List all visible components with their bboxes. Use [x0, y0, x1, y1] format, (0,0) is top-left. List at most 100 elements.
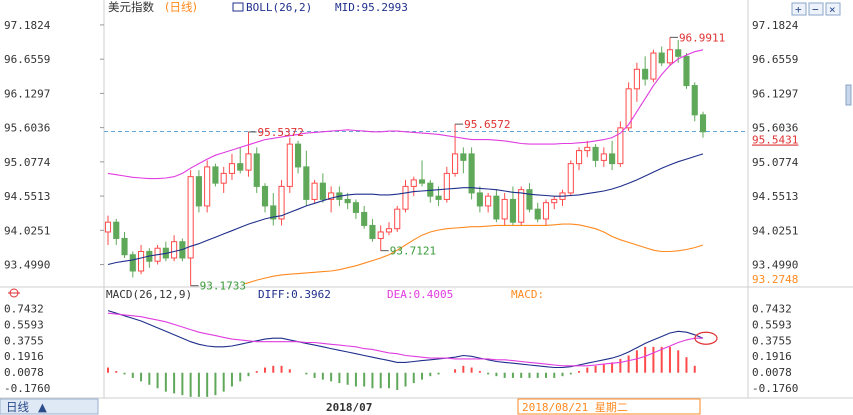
candle-body — [476, 192, 483, 207]
macd-value-label: MACD: — [511, 288, 544, 301]
candle-body — [361, 211, 368, 226]
candle-body — [633, 68, 640, 90]
y-tick-label-right: 97.1824 — [752, 19, 799, 32]
period-tab-label: 日线 — [6, 400, 29, 414]
candle-body — [245, 153, 252, 171]
candle-body — [468, 153, 475, 194]
candle-body — [435, 195, 442, 200]
candle-body — [220, 172, 227, 184]
y-tick-label-left: 95.0774 — [4, 156, 51, 169]
crosshair-icon — [8, 288, 20, 298]
current-price-label: 95.5431 — [752, 134, 798, 147]
candle-body — [410, 179, 417, 187]
candle-body — [418, 179, 426, 184]
candle-body — [650, 52, 657, 80]
close-button[interactable]: × — [825, 2, 841, 16]
month-label: 2018/07 — [326, 401, 372, 414]
macd-y-tick-label-left: 0.0078 — [4, 366, 44, 379]
macd-y-tick-label-right: 0.5593 — [752, 318, 792, 331]
candle-body — [518, 189, 525, 223]
candle-body — [344, 198, 351, 204]
candle-body — [303, 166, 310, 200]
candle-body — [526, 189, 533, 210]
zoom-in-button[interactable]: + — [791, 2, 807, 16]
period-tab[interactable]: 日线 ▲ — [0, 398, 99, 415]
y-tick-label-right: 94.5513 — [752, 190, 798, 203]
candle-body — [675, 49, 682, 57]
candle-body — [402, 185, 409, 210]
macd-y-tick-label-right: 0.1916 — [752, 350, 792, 363]
candle-body — [228, 163, 236, 174]
candle-body — [551, 198, 558, 204]
candle-body — [286, 143, 293, 187]
period-tab-arrow-icon: ▲ — [38, 400, 47, 414]
boll-label: BOLL(26,2) — [246, 1, 312, 14]
extreme-marker-label: 95.5372 — [257, 126, 303, 139]
candle-body — [261, 185, 269, 207]
candle-body — [452, 153, 459, 174]
y-tick-label-right: 96.6559 — [752, 53, 798, 66]
zoom-out-button[interactable]: − — [808, 2, 824, 16]
candle-body — [311, 182, 318, 200]
macd-y-tick-label-right: -0.1760 — [752, 382, 798, 395]
candle-body — [113, 221, 120, 239]
upper-band-line — [107, 49, 704, 180]
y-tick-label-left: 95.6036 — [4, 122, 50, 135]
y-tick-label-right: 95.0774 — [752, 156, 799, 169]
macd-y-tick-label-left: 0.3755 — [4, 334, 44, 347]
candle-body — [129, 254, 136, 272]
candle-body — [443, 172, 450, 200]
candle-body — [369, 224, 376, 239]
candle-body — [195, 176, 202, 207]
boll-indicator-icon — [232, 2, 244, 12]
candle-body — [352, 202, 359, 213]
macd-y-tick-label-left: -0.1760 — [4, 382, 50, 395]
date-box — [517, 398, 701, 415]
candle-body — [658, 52, 665, 64]
candle-body — [501, 198, 508, 220]
candle-body — [683, 55, 690, 87]
candle-body — [592, 146, 599, 161]
extreme-marker-label: 96.9911 — [679, 31, 725, 44]
lower-band-end-label: 93.2748 — [752, 273, 798, 286]
candle-body — [385, 228, 393, 233]
macd-y-tick-label-right: 0.0078 — [752, 366, 792, 379]
lower-band-line — [242, 223, 704, 284]
mid-band-line — [107, 153, 704, 266]
candle-body — [493, 195, 500, 220]
zoom-in-icon: + — [795, 3, 802, 16]
period-label: (日线) — [165, 0, 197, 14]
candle-body — [104, 221, 112, 233]
y-tick-label-left: 94.0251 — [4, 224, 50, 237]
candle-body — [542, 202, 550, 220]
candle-body — [609, 153, 616, 165]
date-label: 2018/08/21 星期二 — [522, 401, 628, 414]
extreme-marker-label: 93.7121 — [390, 245, 436, 258]
y-tick-label-right: 96.1297 — [752, 87, 798, 100]
y-tick-label-left: 93.4990 — [4, 259, 50, 272]
candle-body — [212, 166, 219, 184]
macd-cross-highlight — [694, 331, 718, 345]
candle-body — [642, 68, 649, 80]
candle-body — [699, 114, 707, 133]
candle-body — [460, 153, 467, 161]
y-tick-label-left: 97.1824 — [4, 19, 51, 32]
candle-body — [204, 166, 211, 207]
macd-y-tick-label-right: 0.3755 — [752, 334, 792, 347]
extreme-marker-label: 93.1733 — [200, 280, 246, 293]
macd-dea-line — [107, 312, 703, 367]
candle-body — [394, 208, 401, 230]
candle-body — [666, 49, 674, 64]
candle-body — [121, 237, 128, 256]
y-tick-label-right: 93.4990 — [752, 259, 798, 272]
macd-y-tick-label-left: 0.1916 — [4, 350, 44, 363]
candle-body — [253, 153, 260, 187]
candle-body — [485, 195, 492, 207]
macd-diff: DIFF:0.3962 — [258, 288, 331, 301]
candle-body — [600, 153, 607, 161]
candle-body — [319, 182, 326, 200]
y-tick-label-left: 96.6559 — [4, 53, 50, 66]
scroll-handle[interactable] — [845, 84, 852, 106]
y-tick-label-left: 94.5513 — [4, 190, 50, 203]
candle-body — [617, 127, 624, 165]
